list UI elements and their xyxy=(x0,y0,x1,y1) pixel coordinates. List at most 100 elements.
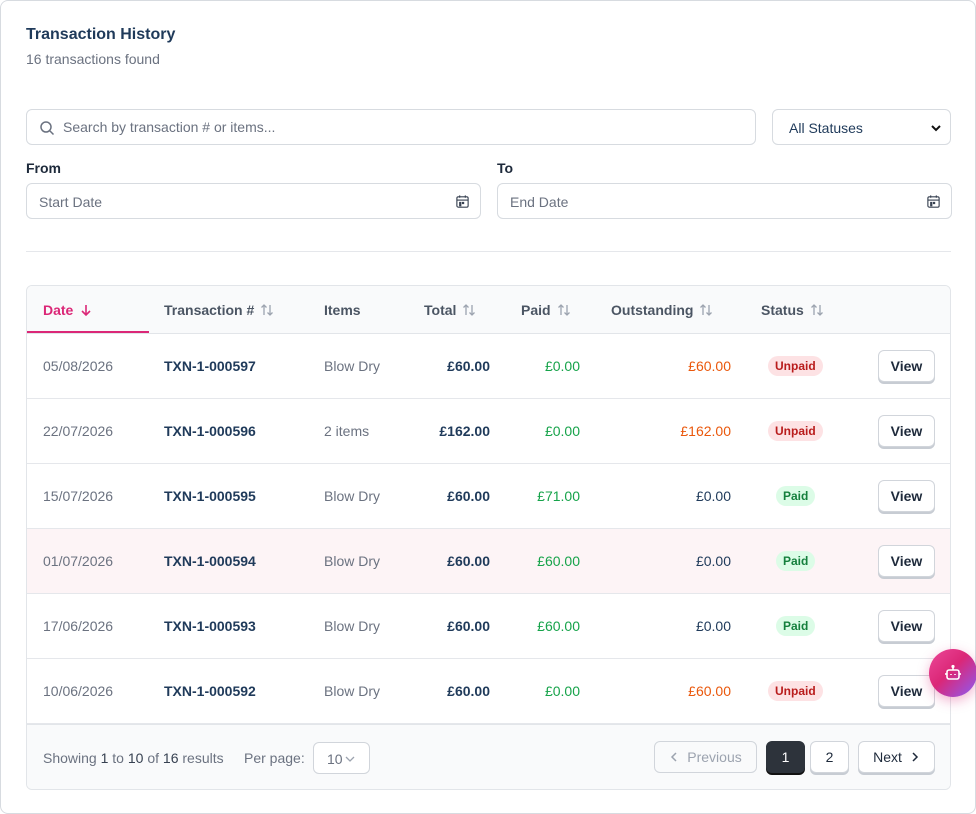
assistant-button[interactable] xyxy=(929,649,976,697)
view-button[interactable]: View xyxy=(878,675,935,707)
row-total: £60.00 xyxy=(447,683,490,699)
row-date: 17/06/2026 xyxy=(43,618,114,634)
row-date: 10/06/2026 xyxy=(43,683,114,699)
chevron-right-icon xyxy=(912,752,918,762)
row-date: 22/07/2026 xyxy=(43,423,114,439)
row-items: Blow Dry xyxy=(324,618,381,634)
column-header-total[interactable]: Total xyxy=(424,302,476,318)
column-header-items: Items xyxy=(324,302,361,318)
row-outstanding: £0.00 xyxy=(695,618,731,634)
page-title: Transaction History xyxy=(26,26,176,43)
row-total: £60.00 xyxy=(447,358,490,374)
column-header-outstanding[interactable]: Outstanding xyxy=(611,302,713,318)
table-row: 17/06/2026 TXN-1-000593 Blow Dry £60.00 … xyxy=(27,594,950,659)
column-label: Total xyxy=(424,302,457,318)
view-button[interactable]: View xyxy=(878,350,935,382)
view-button[interactable]: View xyxy=(878,480,935,512)
column-label: Outstanding xyxy=(611,302,694,318)
per-page-value: 10 xyxy=(327,751,343,767)
row-transaction-number: TXN-1-000592 xyxy=(164,683,256,699)
status-filter-value: All Statuses xyxy=(789,120,863,136)
next-page-button[interactable]: Next xyxy=(858,741,935,773)
row-paid: £0.00 xyxy=(544,358,580,374)
column-header-status[interactable]: Status xyxy=(761,302,824,318)
summary-to: 10 xyxy=(127,750,144,766)
calendar-icon[interactable] xyxy=(455,194,470,209)
divider xyxy=(26,251,951,252)
table-row: 05/08/2026 TXN-1-000597 Blow Dry £60.00 … xyxy=(27,334,950,399)
status-badge: Paid xyxy=(776,486,816,506)
row-items: Blow Dry xyxy=(324,358,381,374)
page-button-2[interactable]: 2 xyxy=(810,741,849,773)
chevron-down-icon xyxy=(345,756,355,762)
start-date-field[interactable]: Start Date xyxy=(26,183,481,219)
column-header-paid[interactable]: Paid xyxy=(521,302,571,318)
previous-label: Previous xyxy=(687,749,742,765)
summary-from: 1 xyxy=(100,750,109,766)
row-date: 15/07/2026 xyxy=(43,488,114,504)
per-page-label: Per page: xyxy=(244,750,305,766)
row-items: Blow Dry xyxy=(324,553,381,569)
column-header-transaction[interactable]: Transaction # xyxy=(164,302,274,318)
row-total: £60.00 xyxy=(447,618,490,634)
column-header-date[interactable]: Date xyxy=(43,302,93,318)
table-row: 01/07/2026 TXN-1-000594 Blow Dry £60.00 … xyxy=(27,529,950,594)
table-row: 10/06/2026 TXN-1-000592 Blow Dry £60.00 … xyxy=(27,659,950,724)
search-box[interactable] xyxy=(26,109,756,145)
transaction-count: 16 transactions found xyxy=(26,51,160,67)
active-sort-indicator xyxy=(27,331,149,333)
status-badge: Paid xyxy=(776,616,816,636)
row-total: £162.00 xyxy=(439,423,490,439)
row-date: 05/08/2026 xyxy=(43,358,114,374)
robot-icon xyxy=(945,664,961,680)
page-button-1[interactable]: 1 xyxy=(766,741,805,773)
column-label: Status xyxy=(761,302,804,318)
transactions-table: Date Transaction # Items Total Paid Outs… xyxy=(26,285,951,790)
column-label: Items xyxy=(324,302,361,318)
table-row: 22/07/2026 TXN-1-000596 2 items £162.00 … xyxy=(27,399,950,464)
row-paid: £60.00 xyxy=(537,553,580,569)
summary-total: 16 xyxy=(162,750,179,766)
column-label: Transaction # xyxy=(164,302,255,318)
view-button[interactable]: View xyxy=(878,610,935,642)
sort-icon xyxy=(557,304,570,316)
sort-icon xyxy=(700,304,713,316)
row-total: £60.00 xyxy=(447,553,490,569)
row-outstanding: £60.00 xyxy=(688,683,731,699)
sort-icon xyxy=(810,304,823,316)
row-paid: £60.00 xyxy=(537,618,580,634)
row-items: 2 items xyxy=(324,423,370,439)
summary-suffix: results xyxy=(178,750,224,766)
search-input[interactable] xyxy=(63,111,743,143)
row-items: Blow Dry xyxy=(324,683,381,699)
table-header: Date Transaction # Items Total Paid Outs… xyxy=(27,286,950,334)
row-transaction-number: TXN-1-000595 xyxy=(164,488,256,504)
chevron-left-icon xyxy=(671,752,677,762)
status-badge: Unpaid xyxy=(768,681,823,701)
column-label: Paid xyxy=(521,302,551,318)
sort-icon xyxy=(463,304,476,316)
row-paid: £0.00 xyxy=(544,683,580,699)
next-label: Next xyxy=(873,749,902,765)
row-transaction-number: TXN-1-000594 xyxy=(164,553,256,569)
row-transaction-number: TXN-1-000597 xyxy=(164,358,256,374)
search-icon xyxy=(40,121,55,136)
sort-icon xyxy=(261,304,274,316)
arrow-down-icon xyxy=(81,305,91,317)
results-summary: Showing 1 to 10 of 16 results xyxy=(43,750,224,766)
calendar-icon[interactable] xyxy=(926,194,941,209)
row-date: 01/07/2026 xyxy=(43,553,114,569)
status-filter-select[interactable]: All Statuses xyxy=(772,109,951,145)
row-transaction-number: TXN-1-000593 xyxy=(164,618,256,634)
row-items: Blow Dry xyxy=(324,488,381,504)
per-page-select[interactable]: 10 xyxy=(313,742,370,774)
end-date-field[interactable]: End Date xyxy=(497,183,952,219)
previous-page-button[interactable]: Previous xyxy=(654,741,757,773)
view-button[interactable]: View xyxy=(878,415,935,447)
row-outstanding: £162.00 xyxy=(680,423,731,439)
row-paid: £71.00 xyxy=(537,488,580,504)
row-paid: £0.00 xyxy=(544,423,580,439)
from-label: From xyxy=(26,160,61,176)
summary-to-word: to xyxy=(108,750,128,766)
view-button[interactable]: View xyxy=(878,545,935,577)
